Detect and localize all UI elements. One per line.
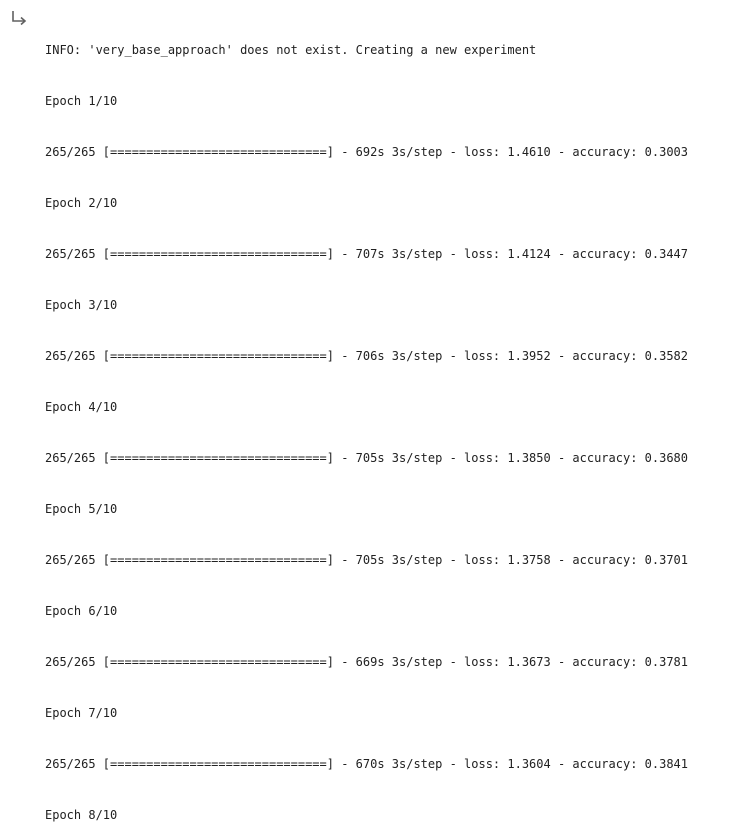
- console-line: 265/265 [==============================]…: [45, 349, 688, 363]
- console-line: 265/265 [==============================]…: [45, 757, 688, 771]
- console-line: Epoch 5/10: [45, 502, 118, 516]
- console-line: 265/265 [==============================]…: [45, 655, 688, 669]
- console-line: Epoch 7/10: [45, 706, 118, 720]
- console-line: 265/265 [==============================]…: [45, 247, 688, 261]
- console-line: 265/265 [==============================]…: [45, 553, 688, 567]
- console-line: 265/265 [==============================]…: [45, 451, 688, 465]
- console-line: Epoch 4/10: [45, 400, 118, 414]
- console-line: Epoch 3/10: [45, 298, 118, 312]
- console-line: Epoch 8/10: [45, 808, 118, 822]
- console-line: 265/265 [==============================]…: [45, 145, 688, 159]
- console-line: Epoch 1/10: [45, 94, 118, 108]
- cell-output-area: INFO: 'very_base_approach' does not exis…: [11, 10, 688, 822]
- console-line: Epoch 2/10: [45, 196, 118, 210]
- output-arrow-icon[interactable]: [11, 10, 29, 26]
- console-line: Epoch 6/10: [45, 604, 118, 618]
- console-line: INFO: 'very_base_approach' does not exis…: [45, 43, 537, 57]
- console-output: INFO: 'very_base_approach' does not exis…: [45, 8, 688, 822]
